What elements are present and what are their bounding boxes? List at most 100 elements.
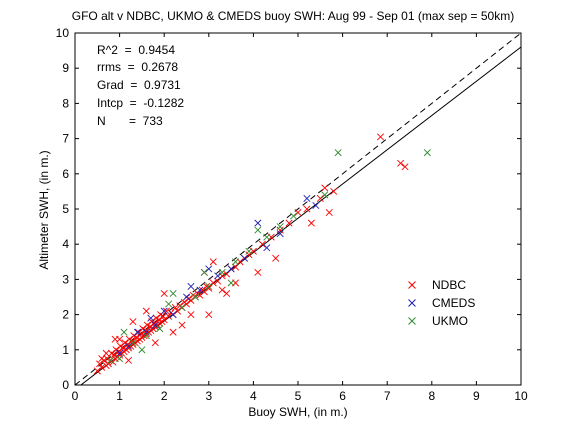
data-point-ndbc [187, 297, 195, 305]
data-point-ukmo [227, 279, 235, 287]
legend-marker-ukmo [408, 317, 416, 325]
data-point-cmeds [254, 219, 262, 227]
data-point-ndbc [142, 307, 150, 315]
legend: NDBC CMEDS UKMO [408, 278, 475, 328]
y-tick-label: 8 [62, 96, 69, 110]
x-tick-label: 8 [428, 389, 435, 403]
data-point-ukmo [290, 212, 298, 220]
data-point-ndbc [294, 209, 302, 217]
data-point-ukmo [178, 304, 186, 312]
data-point-cmeds [151, 321, 159, 329]
data-point-ndbc [160, 316, 168, 324]
data-point-cmeds [160, 307, 168, 315]
data-point-ndbc [182, 300, 191, 308]
data-point-ndbc [276, 226, 284, 234]
data-point-ukmo [334, 149, 342, 157]
plot-area: 0 1 2 3 4 5 6 7 8 9 10 0 1 2 3 4 5 6 7 8 9 10 [56, 26, 528, 403]
data-point-ukmo [263, 233, 271, 241]
y-tick-label: 3 [62, 272, 69, 286]
data-point-ndbc [272, 254, 280, 262]
data-point-ndbc [151, 339, 159, 347]
data-point-ukmo [142, 332, 150, 340]
data-point-ndbc [93, 367, 101, 375]
data-point-ukmo [156, 325, 164, 333]
data-point-ndbc [116, 335, 124, 343]
data-point-ndbc [223, 289, 231, 297]
y-tick-label: 7 [62, 132, 69, 146]
data-point-ndbc [200, 288, 208, 296]
data-point-ndbc [178, 321, 186, 329]
data-point-ndbc [96, 360, 104, 368]
x-tick-label: 3 [205, 389, 212, 403]
series-ukmo [107, 149, 431, 364]
data-point-ndbc [258, 240, 266, 248]
data-point-ndbc [205, 311, 213, 319]
stat-grad: Grad = 0.9731 [97, 78, 181, 92]
data-point-ndbc [165, 312, 173, 320]
data-point-ndbc [102, 349, 110, 357]
x-axis-label: Buoy SWH, (in m.) [248, 405, 347, 419]
data-point-ukmo [200, 268, 208, 276]
data-point-ndbc [98, 355, 106, 363]
legend-item-cmeds: CMEDS [408, 296, 475, 310]
data-point-ndbc [209, 258, 217, 266]
data-point-cmeds [182, 293, 191, 301]
y-tick-label: 2 [62, 308, 69, 322]
y-axis-label: Altimeter SWH, (in m.) [37, 150, 51, 269]
y-tick-label: 10 [56, 26, 70, 40]
stat-r2: R^2 = 0.9454 [97, 43, 175, 57]
x-tick-label: 6 [339, 389, 346, 403]
data-point-ndbc [325, 209, 333, 217]
data-point-ndbc [218, 286, 226, 294]
data-point-ndbc [129, 318, 137, 326]
data-point-cmeds [187, 282, 195, 290]
data-point-ndbc [397, 159, 405, 167]
x-tick-label: 10 [514, 389, 528, 403]
data-point-ndbc [174, 307, 182, 315]
data-point-ukmo [232, 258, 240, 266]
stat-rrms: rrms = 0.2678 [97, 60, 178, 74]
data-point-ndbc [187, 311, 195, 319]
stats-box: R^2 = 0.9454 rrms = 0.2678 Grad = 0.9731… [97, 43, 184, 128]
data-point-ukmo [165, 300, 173, 308]
legend-item-ndbc: NDBC [408, 278, 466, 292]
legend-marker-ndbc [408, 281, 416, 289]
data-point-cmeds [240, 254, 248, 262]
y-tick-label: 0 [62, 378, 69, 392]
data-point-ukmo [169, 289, 177, 297]
stat-intcp: Intcp = -0.1282 [97, 96, 184, 110]
stat-n: N = 733 [97, 114, 163, 128]
x-tick-label: 1 [116, 389, 123, 403]
data-point-ukmo [107, 356, 115, 364]
data-point-ndbc [316, 194, 324, 202]
data-point-ndbc [285, 219, 293, 227]
data-point-ukmo [205, 282, 213, 290]
data-point-ndbc [401, 163, 409, 171]
data-points [93, 133, 431, 375]
x-tick-label: 9 [473, 389, 480, 403]
data-point-ndbc [205, 284, 213, 292]
data-point-ndbc [125, 356, 133, 364]
data-point-cmeds [312, 201, 320, 209]
data-point-ukmo [191, 293, 199, 301]
data-point-ndbc [232, 263, 240, 271]
data-point-ndbc [98, 363, 106, 371]
data-point-ukmo [120, 328, 128, 336]
data-point-cmeds [276, 230, 284, 238]
data-point-ndbc [376, 133, 385, 141]
data-point-ndbc [330, 187, 338, 195]
data-point-ndbc [162, 307, 170, 315]
data-point-ndbc [307, 219, 315, 227]
data-point-cmeds [263, 244, 271, 252]
data-point-ndbc [169, 328, 177, 336]
series-cmeds [116, 194, 320, 357]
data-point-cmeds [214, 272, 222, 280]
data-point-ndbc [160, 289, 168, 297]
x-tick-label: 7 [384, 389, 391, 403]
data-point-cmeds [303, 194, 311, 202]
x-tick-label: 0 [72, 389, 79, 403]
data-point-ndbc [171, 304, 179, 312]
data-point-ukmo [129, 339, 137, 347]
y-axis-ticks: 0 1 2 3 4 5 6 7 8 9 10 [56, 26, 521, 392]
data-point-ukmo [423, 149, 431, 157]
